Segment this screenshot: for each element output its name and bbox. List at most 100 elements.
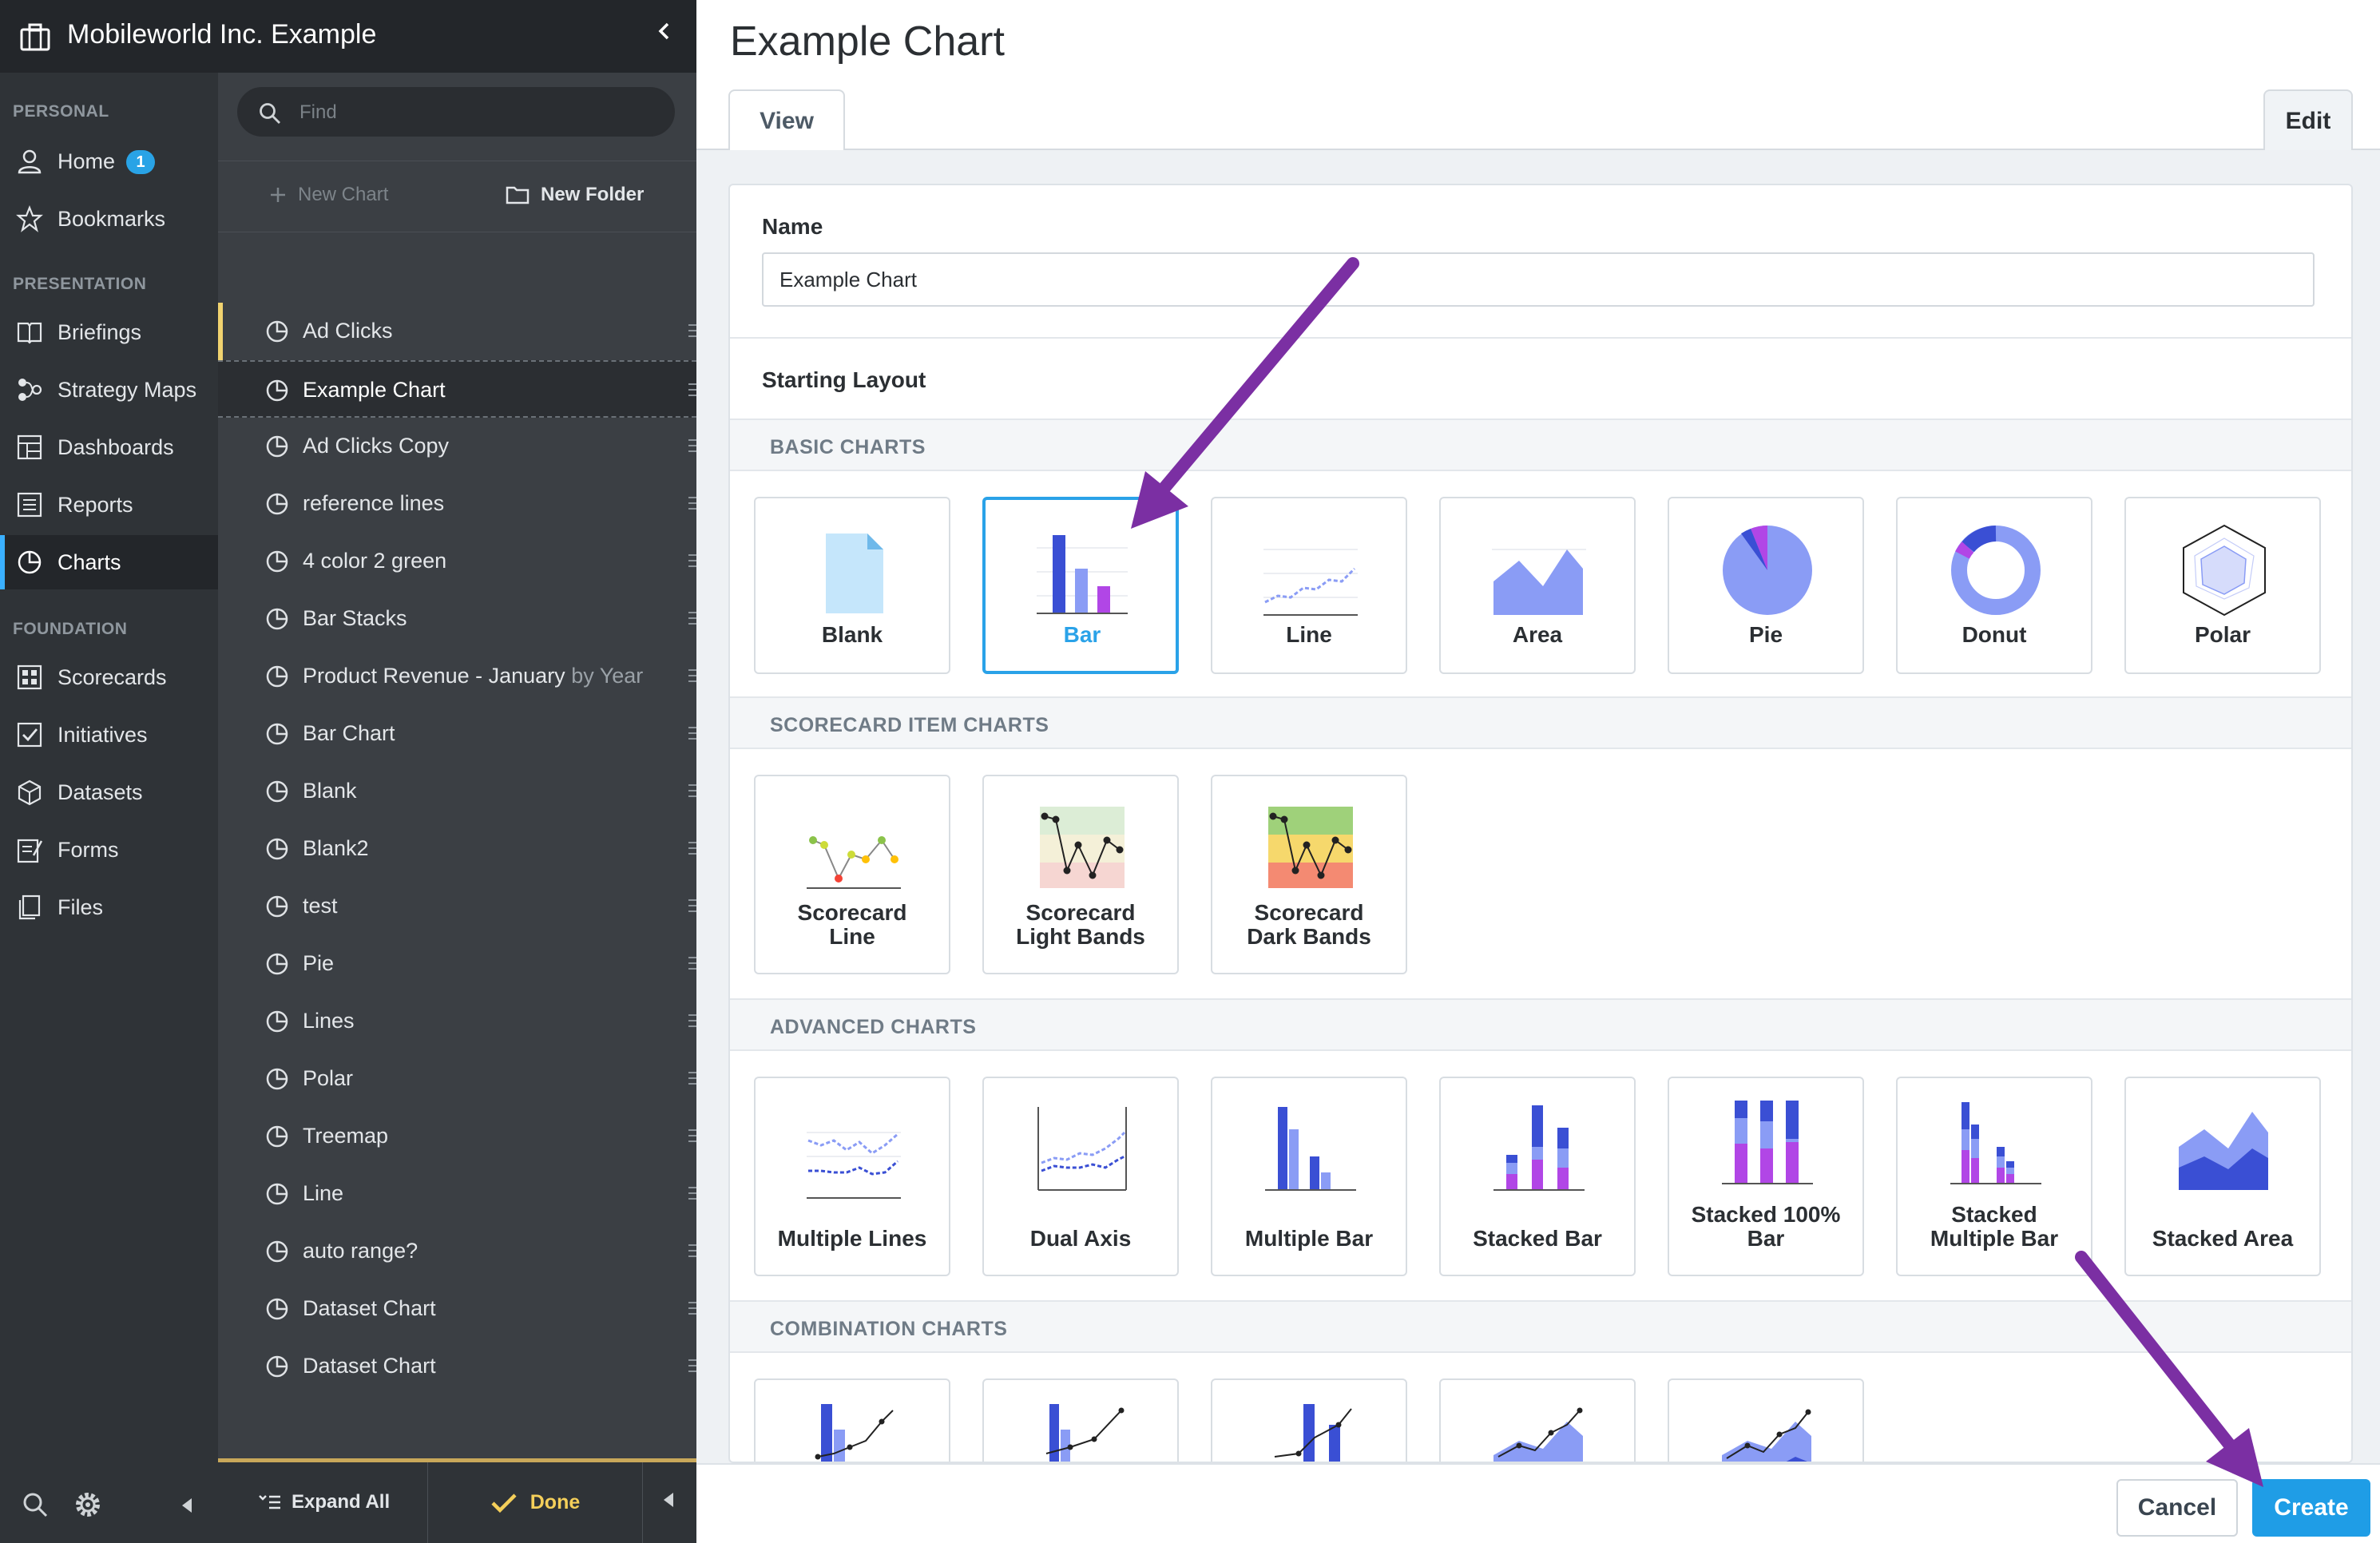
chart-list-item[interactable]: Dataset Chart [218, 1280, 696, 1338]
new-folder-button[interactable]: New Folder [506, 184, 644, 206]
chart-list-item[interactable]: Ad Clicks [218, 303, 696, 360]
layout-tile-combination-5[interactable] [1668, 1378, 1864, 1462]
pie-chart-icon [18, 550, 42, 574]
layout-tile-multiple-bar[interactable]: Multiple Bar [1211, 1077, 1407, 1276]
group-title: BASIC CHARTS [770, 436, 926, 458]
nav-item-reports[interactable]: Reports [0, 478, 218, 532]
chart-list-item-label: Blank [303, 779, 357, 803]
search-icon[interactable] [21, 1490, 50, 1519]
layout-tile-bar[interactable]: Bar [982, 497, 1179, 674]
drag-handle-icon[interactable] [688, 1299, 696, 1317]
tab-edit[interactable]: Edit [2263, 89, 2353, 150]
layout-label: Bar [1747, 1226, 1785, 1251]
chart-list-item[interactable]: Product Revenue - January by Year [218, 648, 696, 705]
layout-tile-combination-4[interactable] [1439, 1378, 1636, 1462]
chart-list-item[interactable]: Bar Stacks [218, 590, 696, 648]
layout-tile-donut[interactable]: Donut [1896, 497, 2092, 674]
chart-list-item[interactable]: Example Chart [218, 360, 696, 418]
layout-tile-scorecard-line[interactable]: Scorecard Line [754, 775, 950, 974]
nav-item-home[interactable]: Home 1 [0, 134, 218, 188]
list-toolbar: New Chart New Folder [218, 161, 696, 232]
chart-list-item-label: auto range? [303, 1239, 418, 1263]
chart-list-item[interactable]: Lines [218, 993, 696, 1050]
layout-tile-line[interactable]: Line [1211, 497, 1407, 674]
layout-tile-stacked-100-bar[interactable]: Stacked 100% Bar [1668, 1077, 1864, 1276]
nav-item-dashboards[interactable]: Dashboards [0, 420, 218, 474]
drag-handle-icon[interactable] [688, 954, 696, 972]
cancel-button[interactable]: Cancel [2116, 1479, 2238, 1537]
chart-list-item[interactable]: reference lines [218, 475, 696, 533]
drag-handle-icon[interactable] [688, 552, 696, 569]
nav-item-charts[interactable]: Charts [0, 535, 218, 589]
drag-handle-icon[interactable] [688, 322, 696, 339]
collapse-nav-icon[interactable] [180, 1497, 193, 1514]
chart-list-item[interactable]: Bar Chart [218, 705, 696, 763]
layout-tile-blank[interactable]: Blank [754, 497, 950, 674]
search-box[interactable] [237, 87, 675, 137]
chart-list-item[interactable]: Blank2 [218, 820, 696, 878]
layout-tile-scorecard-dark-bands[interactable]: Scorecard Dark Bands [1211, 775, 1407, 974]
search-input[interactable] [299, 100, 651, 125]
create-button[interactable]: Create [2252, 1479, 2370, 1537]
chart-list-item[interactable]: Polar [218, 1050, 696, 1108]
layout-tile-scorecard-light-bands[interactable]: Scorecard Light Bands [982, 775, 1179, 974]
chart-list-item[interactable]: auto range? [218, 1223, 696, 1280]
drag-handle-icon[interactable] [688, 609, 696, 627]
chart-list-item[interactable]: Treemap [218, 1108, 696, 1165]
nav-item-strategy-maps[interactable]: Strategy Maps [0, 363, 218, 417]
layout-tile-pie[interactable]: Pie [1668, 497, 1864, 674]
chart-list-item[interactable]: test [218, 878, 696, 935]
drag-handle-icon[interactable] [688, 1127, 696, 1144]
nav-item-forms[interactable]: Forms [0, 823, 218, 877]
chart-name: Polar [303, 1066, 354, 1090]
drag-handle-icon[interactable] [688, 437, 696, 454]
layout-tile-polar[interactable]: Polar [2124, 497, 2321, 674]
drag-handle-icon[interactable] [688, 667, 696, 684]
drag-handle-icon[interactable] [688, 1012, 696, 1029]
drag-handle-icon[interactable] [688, 381, 696, 399]
drag-handle-icon[interactable] [688, 782, 696, 799]
layout-tile-stacked-multiple-bar[interactable]: Stacked Multiple Bar [1896, 1077, 2092, 1276]
chart-list-item[interactable]: Dataset Chart [218, 1338, 696, 1395]
layout-tile-multiple-lines[interactable]: Multiple Lines [754, 1077, 950, 1276]
layout-tile-area[interactable]: Area [1439, 497, 1636, 674]
layout-tile-dual-axis[interactable]: Dual Axis [982, 1077, 1179, 1276]
name-input[interactable] [762, 252, 2315, 307]
chart-list-item-label: Ad Clicks [303, 319, 393, 343]
chevron-left-icon[interactable] [656, 21, 671, 42]
drag-handle-icon[interactable] [688, 724, 696, 742]
nav-item-initiatives[interactable]: Initiatives [0, 708, 218, 762]
layout-tile-stacked-area[interactable]: Stacked Area [2124, 1077, 2321, 1276]
layout-tile-combination-2[interactable] [982, 1378, 1179, 1462]
chart-list-item[interactable]: Line [218, 1165, 696, 1223]
nav-item-scorecards[interactable]: Scorecards [0, 650, 218, 704]
chart-list-item[interactable]: Blank [218, 763, 696, 820]
drag-handle-icon[interactable] [688, 494, 696, 512]
group-title: COMBINATION CHARTS [770, 1318, 1008, 1340]
layout-tile-combination-3[interactable] [1211, 1378, 1407, 1462]
drag-handle-icon[interactable] [688, 1184, 696, 1202]
nav-item-files[interactable]: Files [0, 880, 218, 934]
drag-handle-icon[interactable] [688, 839, 696, 857]
expand-all-button[interactable]: Expand All [258, 1491, 390, 1513]
chart-list-item[interactable]: Ad Clicks Copy [218, 418, 696, 475]
chart-list-item[interactable]: 4 color 2 green [218, 533, 696, 590]
chart-name: Blank [303, 779, 357, 803]
drag-handle-icon[interactable] [688, 1069, 696, 1087]
layout-tile-combination-1[interactable] [754, 1378, 950, 1462]
tab-view[interactable]: View [728, 89, 845, 150]
chart-icon [266, 1355, 288, 1378]
drag-handle-icon[interactable] [688, 897, 696, 914]
drag-handle-icon[interactable] [688, 1357, 696, 1374]
new-chart-button[interactable]: New Chart [269, 184, 388, 206]
chart-icon [266, 895, 288, 918]
layout-tile-stacked-bar[interactable]: Stacked Bar [1439, 1077, 1636, 1276]
nav-item-bookmarks[interactable]: Bookmarks [0, 192, 218, 246]
chart-list-item[interactable]: Pie [218, 935, 696, 993]
nav-item-datasets[interactable]: Datasets [0, 765, 218, 819]
drag-handle-icon[interactable] [688, 1242, 696, 1259]
nav-item-briefings[interactable]: Briefings [0, 305, 218, 359]
collapse-list-icon[interactable] [662, 1491, 675, 1509]
done-button[interactable]: Done [427, 1462, 643, 1543]
gear-icon[interactable] [73, 1490, 102, 1519]
